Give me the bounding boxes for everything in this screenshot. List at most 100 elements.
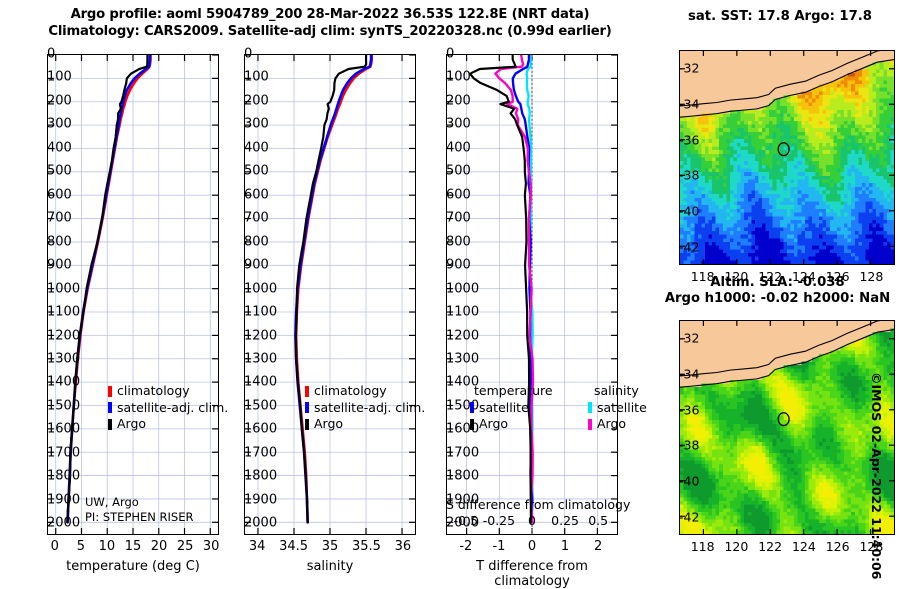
- latitude-tick-label: -34: [679, 96, 684, 111]
- legend-swatch: [108, 419, 112, 430]
- annotation-line: UW, Argo: [85, 495, 194, 510]
- legend-item: satellite: [588, 400, 647, 417]
- x-tick-label: 5: [77, 535, 85, 554]
- depth-tick-label: 1600: [244, 422, 249, 437]
- legend-item: climatology: [108, 383, 228, 400]
- latitude-tick-label: -38: [679, 168, 684, 183]
- x-tick-label: 34.5: [279, 535, 308, 554]
- depth-tick-label: 100: [244, 70, 249, 85]
- depth-tick-label: 200: [446, 93, 451, 108]
- depth-tick-label: 1300: [244, 352, 249, 367]
- depth-tick-label: 2000: [244, 516, 249, 531]
- depth-tick-label: 2000: [446, 516, 451, 531]
- latitude-tick-label: -38: [679, 438, 684, 453]
- x-tick-label: 10: [99, 535, 116, 554]
- depth-tick-label: 700: [446, 211, 451, 226]
- latitude-tick-label: -34: [679, 366, 684, 381]
- depth-tick-label: 1100: [244, 305, 249, 320]
- x-tick-label: 25: [177, 535, 194, 554]
- depth-tick-label: 0: [446, 47, 451, 62]
- depth-tick-label: 2000: [47, 516, 52, 531]
- legend-label: satellite: [479, 400, 529, 417]
- sla-map: [679, 320, 895, 535]
- x-tick-label: 15: [125, 535, 142, 554]
- legend-item: climatology: [305, 383, 425, 400]
- longitude-tick-label: 120: [724, 535, 748, 554]
- legend-swatch: [305, 386, 309, 397]
- title-line-2: Climatology: CARS2009. Satellite-adj cli…: [0, 23, 660, 40]
- x-tick-label: 0: [51, 535, 59, 554]
- legend-swatch: [470, 419, 474, 430]
- latitude-tick-label: -42: [679, 510, 684, 525]
- longitude-tick-label: 118: [691, 535, 715, 554]
- x-tick-label: 30: [203, 535, 220, 554]
- depth-tick-label: 1900: [244, 492, 249, 507]
- legend-label: climatology: [117, 383, 190, 400]
- depth-tick-label: 1600: [446, 422, 451, 437]
- annotation-line: PI: STEPHEN RISER: [85, 510, 194, 525]
- depth-tick-label: 1500: [47, 398, 52, 413]
- depth-tick-label: 1100: [446, 305, 451, 320]
- x-tick-label: 34: [249, 535, 266, 554]
- depth-tick-label: 900: [47, 258, 52, 273]
- legend-item: Argo: [305, 416, 425, 433]
- depth-tick-label: 500: [446, 164, 451, 179]
- x-tick-label: -2: [459, 535, 472, 554]
- x-tick-label: 35.5: [352, 535, 381, 554]
- x-tick-label: -1: [492, 535, 505, 554]
- latitude-tick-label: -42: [679, 240, 684, 255]
- latitude-tick-label: -40: [679, 474, 684, 489]
- inner-x-tick-label: 0: [528, 513, 536, 528]
- latitude-tick-label: -32: [679, 60, 684, 75]
- depth-tick-label: 300: [446, 117, 451, 132]
- x-tick-label: 35: [322, 535, 339, 554]
- inner-x-tick-label: -0.5: [454, 513, 478, 528]
- x-tick-label: 2: [594, 535, 602, 554]
- depth-tick-label: 800: [244, 234, 249, 249]
- depth-tick-label: 200: [244, 93, 249, 108]
- legend-item: satellite-adj. clim.: [108, 400, 228, 417]
- copyright-text: ©IMOS 02-Apr-2022 11:40:06: [869, 372, 884, 579]
- depth-tick-label: 1600: [47, 422, 52, 437]
- legend-label: Argo: [117, 416, 146, 433]
- sla-title-line-2: Argo h1000: -0.02 h2000: NaN: [655, 291, 900, 307]
- legend-header: salinity: [588, 383, 647, 400]
- depth-tick-label: 800: [47, 234, 52, 249]
- depth-tick-label: 1200: [47, 328, 52, 343]
- x-tick-label: 20: [151, 535, 168, 554]
- sst-map: [679, 50, 895, 265]
- depth-tick-label: 0: [244, 47, 249, 62]
- latitude-tick-label: -40: [679, 204, 684, 219]
- legend-item: satellite-adj. clim.: [305, 400, 425, 417]
- depth-tick-label: 1200: [446, 328, 451, 343]
- depth-tick-label: 900: [244, 258, 249, 273]
- inner-x-tick-label: -0.25: [483, 513, 515, 528]
- depth-tick-label: 400: [47, 140, 52, 155]
- latitude-tick-label: -36: [679, 402, 684, 417]
- depth-tick-label: 600: [47, 187, 52, 202]
- depth-tick-label: 300: [244, 117, 249, 132]
- depth-tick-label: 100: [446, 70, 451, 85]
- x-axis-label: salinity: [244, 559, 416, 574]
- depth-tick-label: 1100: [47, 305, 52, 320]
- depth-tick-label: 0: [47, 47, 52, 62]
- legend-label: Argo: [479, 416, 508, 433]
- depth-tick-label: 1800: [446, 469, 451, 484]
- legend-item: satellite: [470, 400, 553, 417]
- depth-tick-label: 500: [244, 164, 249, 179]
- longitude-tick-label: 124: [792, 535, 816, 554]
- legend-swatch: [108, 402, 112, 413]
- x-tick-label: 36: [395, 535, 412, 554]
- depth-tick-label: 1400: [244, 375, 249, 390]
- sla-map-title: Altim. SLA: -0.038 Argo h1000: -0.02 h20…: [655, 275, 900, 307]
- sla-title-line-1: Altim. SLA: -0.038: [655, 275, 900, 291]
- legend-item: Argo: [108, 416, 228, 433]
- depth-tick-label: 400: [244, 140, 249, 155]
- depth-tick-label: 100: [47, 70, 52, 85]
- depth-tick-label: 900: [446, 258, 451, 273]
- depth-tick-label: 300: [47, 117, 52, 132]
- latitude-tick-label: -32: [679, 330, 684, 345]
